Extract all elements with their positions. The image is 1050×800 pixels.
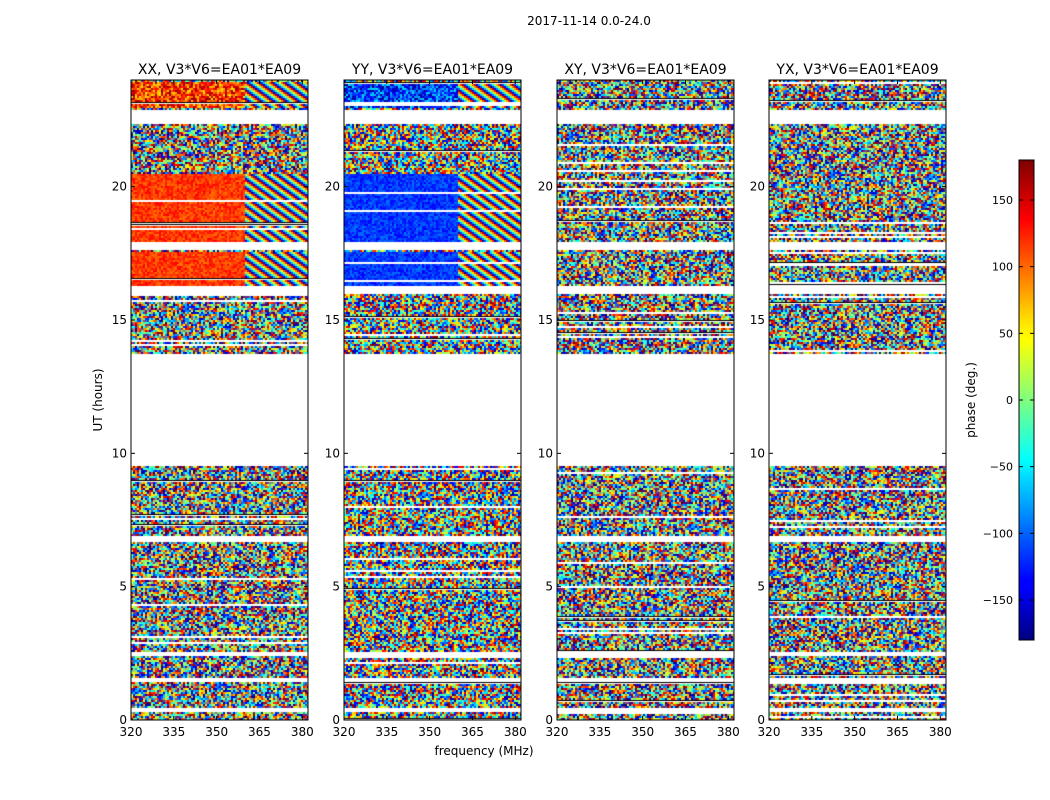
x-tick-label: 350 bbox=[631, 725, 654, 739]
x-tick-label: 335 bbox=[375, 725, 398, 739]
axes-frame bbox=[768, 79, 947, 721]
y-tick-label: 15 bbox=[750, 313, 765, 327]
x-tick-label: 380 bbox=[717, 725, 740, 739]
colorbar-tick-label: 50 bbox=[999, 327, 1013, 340]
y-tick-label: 10 bbox=[325, 446, 340, 460]
colorbar-tick-label: 100 bbox=[992, 261, 1013, 274]
y-tick-label: 5 bbox=[545, 580, 553, 594]
x-tick-label: 320 bbox=[333, 725, 356, 739]
panel-yy: YY, V3*V6=EA01*EA09 320 335 350 365 380 0 5 10 15… bbox=[325, 62, 527, 739]
x-tick-label: 350 bbox=[418, 725, 441, 739]
x-tick-label: 365 bbox=[461, 725, 484, 739]
x-axis-label: frequency (MHz) bbox=[434, 744, 533, 758]
y-tick-label: 15 bbox=[538, 313, 553, 327]
colorbar-tick-label: 0 bbox=[1006, 394, 1013, 407]
heatmap-image-yy bbox=[344, 80, 521, 720]
panel-xx: XX, V3*V6=EA01*EA09 320 335 350 365 380 0 5 10 15… bbox=[112, 62, 314, 739]
x-tick-label: 365 bbox=[886, 725, 909, 739]
colorbar-tick-label: −50 bbox=[990, 461, 1013, 474]
x-tick-label: 320 bbox=[758, 725, 781, 739]
panel-title-yy: YY, V3*V6=EA01*EA09 bbox=[351, 62, 513, 78]
x-tick-label: 380 bbox=[504, 725, 527, 739]
axes-frame bbox=[556, 79, 735, 721]
x-tick-label: 380 bbox=[291, 725, 314, 739]
panel-title-xx: XX, V3*V6=EA01*EA09 bbox=[138, 62, 301, 78]
y-tick-label: 20 bbox=[538, 180, 553, 194]
y-tick-label: 10 bbox=[112, 446, 127, 460]
x-tick-label: 335 bbox=[800, 725, 823, 739]
x-tick-label: 350 bbox=[205, 725, 228, 739]
axes-frame bbox=[130, 79, 309, 721]
y-tick-label: 0 bbox=[332, 713, 340, 727]
y-tick-label: 5 bbox=[332, 580, 340, 594]
panel-title-yx: YX, V3*V6=EA01*EA09 bbox=[775, 62, 938, 78]
y-axis-label: UT (hours) bbox=[91, 368, 105, 431]
axes-frame bbox=[343, 79, 522, 721]
y-tick-label: 15 bbox=[112, 313, 127, 327]
heatmap-image-yx bbox=[769, 80, 946, 720]
y-tick-label: 0 bbox=[545, 713, 553, 727]
y-tick-label: 5 bbox=[119, 580, 127, 594]
x-tick-label: 335 bbox=[162, 725, 185, 739]
y-tick-label: 15 bbox=[325, 313, 340, 327]
colorbar: 150 100 50 0 −50 −100 −150 phase (deg.) bbox=[964, 159, 1035, 641]
x-tick-label: 320 bbox=[546, 725, 569, 739]
colorbar-tick-label: −100 bbox=[983, 527, 1013, 540]
colorbar-tick-label: 150 bbox=[992, 194, 1013, 207]
colorbar-tick-label: −150 bbox=[983, 594, 1013, 607]
x-tick-label: 320 bbox=[120, 725, 143, 739]
x-tick-label: 335 bbox=[588, 725, 611, 739]
y-tick-label: 0 bbox=[119, 713, 127, 727]
panel-xy: XY, V3*V6=EA01*EA09 320 335 350 365 380 0 5 10 15… bbox=[538, 62, 740, 739]
x-tick-label: 380 bbox=[929, 725, 952, 739]
x-tick-label: 350 bbox=[843, 725, 866, 739]
colorbar-label: phase (deg.) bbox=[964, 362, 978, 438]
panel-yx: YX, V3*V6=EA01*EA09 320 335 350 365 380 0 5 10 15… bbox=[750, 62, 952, 739]
heatmap-image-xy bbox=[557, 80, 734, 720]
y-tick-label: 0 bbox=[757, 713, 765, 727]
panel-title-xy: XY, V3*V6=EA01*EA09 bbox=[564, 62, 726, 78]
y-tick-label: 5 bbox=[757, 580, 765, 594]
y-tick-label: 10 bbox=[750, 446, 765, 460]
figure-suptitle: 2017-11-14 0.0-24.0 bbox=[527, 14, 651, 28]
y-tick-label: 10 bbox=[538, 446, 553, 460]
heatmap-image-xx bbox=[131, 80, 308, 720]
y-tick-label: 20 bbox=[112, 180, 127, 194]
y-tick-label: 20 bbox=[325, 180, 340, 194]
y-tick-label: 20 bbox=[750, 180, 765, 194]
x-tick-label: 365 bbox=[248, 725, 271, 739]
x-tick-label: 365 bbox=[674, 725, 697, 739]
